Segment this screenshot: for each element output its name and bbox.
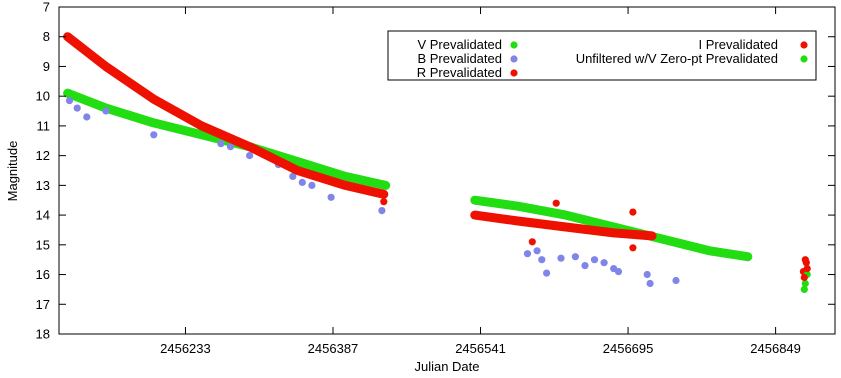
data-point-b-prevalidated [327, 193, 335, 201]
data-point-b-prevalidated [543, 269, 551, 277]
data-point-b-prevalidated [614, 268, 623, 276]
data-band-r-prevalidated [470, 210, 657, 241]
series-r-prevalidated [63, 32, 811, 282]
legend-label-i-prevalidated: I Prevalidated [699, 37, 779, 52]
series-unfiltered-w-v-zero-pt-prevalidated [800, 270, 811, 293]
legend-label-v-prevalidated: V Prevalidated [417, 37, 502, 52]
data-point-b-prevalidated [590, 256, 599, 264]
data-point-b-prevalidated [672, 276, 680, 285]
data-point-b-prevalidated [65, 97, 74, 105]
legend-marker-i-prevalidated [800, 41, 808, 49]
data-point-b-prevalidated [73, 104, 81, 112]
legend-marker-b-prevalidated [510, 55, 518, 63]
legend-marker-r-prevalidated [510, 69, 518, 77]
data-band-v-prevalidated [470, 195, 753, 262]
data-point-r-prevalidated [801, 256, 809, 264]
data-point-r-prevalidated [528, 238, 536, 246]
legend-label-b-prevalidated: B Prevalidated [417, 51, 502, 66]
data-point-r-prevalidated [800, 273, 808, 282]
legend-frame [387, 30, 817, 81]
x-axis-title: Julian Date [414, 359, 479, 374]
y-tick-label: 15 [36, 237, 50, 252]
y-tick-label: 7 [43, 0, 50, 15]
x-tick-label: 2456387 [308, 341, 359, 356]
x-tick-label: 2456695 [603, 341, 654, 356]
x-tick-label: 2456849 [750, 341, 801, 356]
y-tick-label: 18 [36, 327, 50, 342]
data-point-unfiltered-w-v-zero-pt-prevalidated [801, 279, 809, 288]
series-layer [63, 32, 811, 293]
y-tick-label: 14 [36, 208, 50, 223]
data-point-b-prevalidated [226, 143, 235, 151]
data-point-r-prevalidated [629, 208, 637, 216]
y-tick-label: 11 [37, 118, 51, 133]
legend-marker-unfiltered-w-v-zero-pt-prevalidated [800, 55, 808, 63]
data-point-unfiltered-w-v-zero-pt-prevalidated [800, 285, 808, 293]
data-point-b-prevalidated [308, 181, 316, 189]
data-point-b-prevalidated [83, 113, 91, 121]
data-band-r-prevalidated [63, 32, 389, 199]
data-point-b-prevalidated [378, 207, 386, 215]
data-point-b-prevalidated [538, 256, 546, 264]
data-point-r-prevalidated [803, 265, 811, 273]
data-point-r-prevalidated [552, 199, 560, 207]
data-point-b-prevalidated [298, 178, 306, 186]
data-point-r-prevalidated [380, 198, 388, 206]
x-tick-label: 2456541 [455, 341, 506, 356]
y-tick-label: 12 [36, 148, 50, 163]
data-point-b-prevalidated [102, 107, 110, 115]
data-point-b-prevalidated [581, 262, 589, 270]
y-tick-label: 10 [36, 89, 50, 104]
data-point-b-prevalidated [557, 254, 565, 262]
data-point-b-prevalidated [289, 172, 297, 180]
y-axis-title: Magnitude [5, 141, 20, 202]
data-point-b-prevalidated [246, 152, 254, 160]
plot-area-frame [58, 6, 836, 335]
y-tick-label: 13 [36, 178, 50, 193]
data-point-r-prevalidated [629, 244, 637, 252]
y-tick-label: 16 [36, 267, 50, 282]
data-point-b-prevalidated [150, 131, 158, 139]
legend-marker-v-prevalidated [510, 41, 518, 49]
x-tick-label: 2456233 [160, 341, 211, 356]
axis-ticks: 7 8 9 10 11 12 13 14 15 16 17 18 2456233 2456387 24565… [36, 0, 835, 356]
series-b-prevalidated [65, 97, 680, 288]
data-point-b-prevalidated [533, 247, 541, 255]
data-point-b-prevalidated [646, 279, 654, 288]
data-point-b-prevalidated [523, 250, 532, 258]
legend-label-r-prevalidated: R Prevalidated [417, 65, 502, 80]
y-tick-label: 9 [43, 59, 50, 74]
data-point-b-prevalidated [571, 253, 580, 261]
legend-label-unfiltered-w-v-zero-pt-prevalidated: Unfiltered w/V Zero-pt Prevalidated [576, 51, 778, 66]
data-point-b-prevalidated [217, 140, 225, 148]
data-point-b-prevalidated [643, 270, 651, 279]
y-tick-label: 17 [36, 297, 50, 312]
y-tick-label: 8 [43, 29, 50, 44]
data-point-b-prevalidated [600, 259, 608, 267]
